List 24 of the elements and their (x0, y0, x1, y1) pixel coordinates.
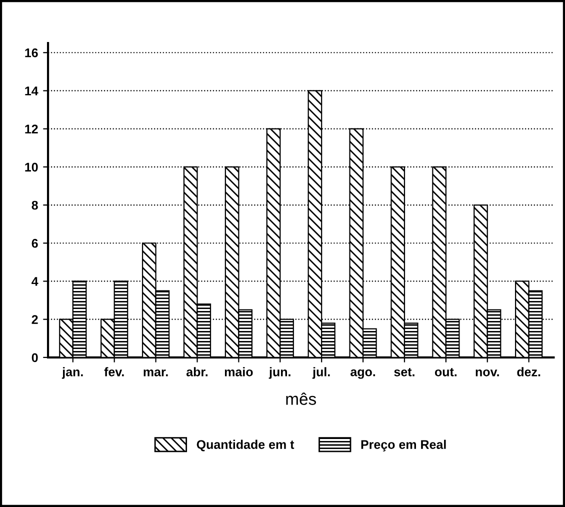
x-tick-label: jun. (268, 367, 290, 379)
x-axis-title: mês (286, 392, 316, 405)
x-tick-label: jan. (62, 367, 83, 379)
x-tick-label: out. (434, 368, 457, 376)
y-tick-label: 16 (25, 48, 38, 58)
y-tick-label: 4 (32, 277, 38, 286)
y-tick-label: 8 (32, 200, 38, 210)
x-tick-label: dez. (517, 367, 540, 376)
y-tick-label: 12 (25, 124, 38, 134)
y-tick-label: 6 (32, 238, 38, 248)
x-tick-label: mar. (144, 369, 168, 376)
x-tick-label: nov. (476, 369, 499, 376)
y-tick-label: 2 (32, 315, 38, 324)
x-tick-label: maio (224, 367, 253, 376)
y-tick-label: 14 (25, 86, 38, 96)
y-tick-label: 10 (25, 162, 38, 172)
legend-label: Preço em Real (361, 440, 446, 452)
x-tick-label: ago. (350, 369, 376, 379)
x-tick-label: fev. (104, 367, 124, 376)
legend-label: Quantidade em t (196, 440, 294, 452)
y-tick-label: 0 (32, 353, 38, 362)
x-tick-label: set. (394, 368, 414, 376)
x-tick-label: jul. (312, 367, 330, 379)
x-tick-label: abr. (186, 367, 208, 376)
